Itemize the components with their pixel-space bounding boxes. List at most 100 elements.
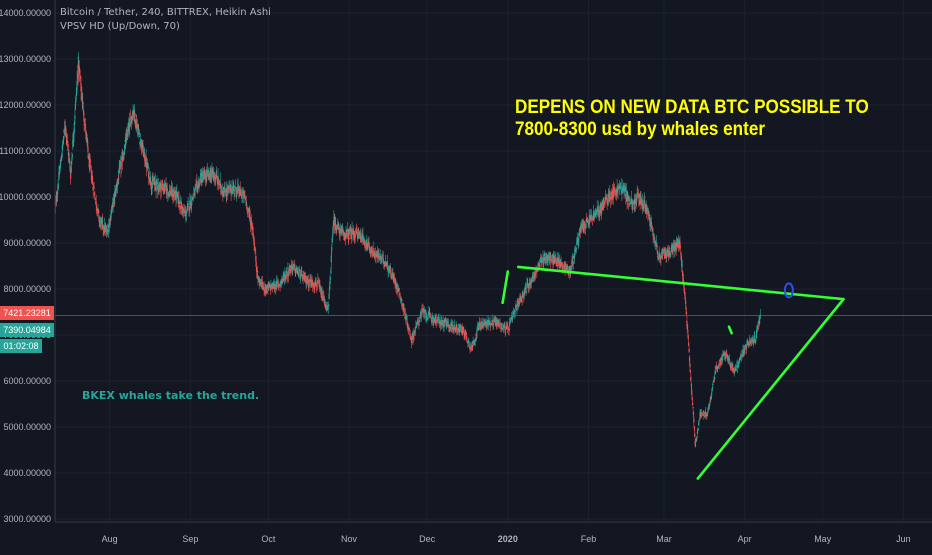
candle-body <box>425 316 427 318</box>
candle-body <box>559 259 561 265</box>
candle-body <box>391 274 394 277</box>
candle-body <box>702 414 704 416</box>
candle-body <box>595 212 597 214</box>
candle-body <box>341 230 344 232</box>
candle-body <box>68 157 70 160</box>
candle-body <box>368 242 370 244</box>
candle-body <box>159 184 161 187</box>
candle-body <box>335 229 338 231</box>
candle-body <box>547 259 549 262</box>
candle-body <box>388 269 390 271</box>
candle-body <box>570 268 572 270</box>
candle-body <box>648 211 650 213</box>
note-annotation[interactable]: BKEX whales take the trend. <box>82 389 260 402</box>
candle-body <box>504 326 506 328</box>
candle-body <box>609 190 611 196</box>
candle-body <box>531 277 533 279</box>
headline-annotation[interactable]: DEPENS ON NEW DATA BTC POSSIBLE TO 7800-… <box>515 97 869 141</box>
candle-body <box>434 318 436 322</box>
candle-body <box>413 330 416 333</box>
candle-body <box>415 326 417 329</box>
candle-body <box>687 335 689 340</box>
indicator-title[interactable]: VPSV HD (Up/Down, 70) <box>60 21 180 32</box>
candle-body <box>427 312 430 316</box>
candle-body <box>398 288 400 290</box>
candle-body <box>161 184 163 186</box>
candle-body <box>395 286 397 287</box>
candle-body <box>755 335 757 338</box>
candle-body <box>578 230 580 236</box>
candle-body <box>348 231 351 234</box>
candle-body <box>566 266 568 268</box>
candle-body <box>555 257 557 259</box>
candle-body <box>727 357 730 359</box>
candle-body <box>463 330 465 335</box>
candle-body <box>251 225 253 229</box>
candle-body <box>183 208 185 211</box>
candle-body <box>144 161 146 163</box>
candle-body <box>278 284 280 286</box>
candle-body <box>198 182 201 186</box>
candle-body <box>171 189 174 193</box>
candle-body <box>90 174 93 180</box>
candle-body <box>194 188 196 192</box>
candle-body <box>407 327 409 329</box>
candle-body <box>686 320 688 326</box>
candle-body <box>728 357 730 359</box>
candle-body <box>577 239 579 241</box>
candle-body <box>626 196 628 202</box>
candle-body <box>471 344 473 346</box>
candle-body <box>455 324 457 328</box>
candle-body <box>350 229 352 231</box>
candle-body <box>286 272 289 275</box>
candle-body <box>250 221 252 226</box>
candle-body <box>160 186 162 191</box>
candle-body <box>538 262 541 265</box>
candle-body <box>492 323 495 325</box>
candle-body <box>618 186 620 188</box>
candle-body <box>433 321 435 322</box>
candle-body <box>331 246 333 252</box>
candle-body <box>234 183 237 185</box>
candle-body <box>356 231 358 233</box>
candle-body <box>163 189 165 191</box>
candle-body <box>92 181 94 185</box>
candle-body <box>601 202 603 207</box>
candle-body <box>578 238 580 240</box>
candle-body <box>112 204 114 208</box>
candle-body <box>214 178 216 180</box>
candle-body <box>437 318 439 321</box>
candle-body <box>643 200 646 203</box>
candle-body <box>459 325 462 328</box>
candle-body <box>643 205 645 207</box>
candle-body <box>714 371 717 373</box>
candle-body <box>123 153 125 155</box>
candle-body <box>637 196 639 198</box>
candle-body <box>725 353 728 355</box>
candle-body <box>427 318 429 319</box>
candle-body <box>253 237 255 239</box>
candle-body <box>122 158 124 160</box>
candle-body <box>633 206 635 210</box>
candle-body <box>299 269 301 271</box>
candle-body <box>96 207 98 209</box>
candle-body <box>732 367 734 372</box>
second-price-tag-label: 7390.04984 <box>3 325 51 335</box>
symbol-title[interactable]: Bitcoin / Tether, 240, BITTREX, Heikin A… <box>60 7 271 18</box>
candle-body <box>79 75 81 79</box>
candle-body <box>269 284 271 286</box>
candle-body <box>355 229 357 233</box>
candle-body <box>115 186 117 191</box>
candle-body <box>277 282 279 284</box>
candle-body <box>158 187 160 192</box>
candle-body <box>634 202 636 204</box>
candle-body <box>630 198 633 202</box>
candle-body <box>620 186 623 188</box>
candle-body <box>344 234 346 235</box>
candle-body <box>524 287 527 289</box>
candle-body <box>298 271 300 273</box>
candle-body <box>247 210 250 212</box>
candle-body <box>518 301 521 303</box>
